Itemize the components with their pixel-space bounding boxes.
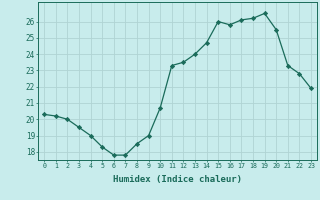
- X-axis label: Humidex (Indice chaleur): Humidex (Indice chaleur): [113, 175, 242, 184]
